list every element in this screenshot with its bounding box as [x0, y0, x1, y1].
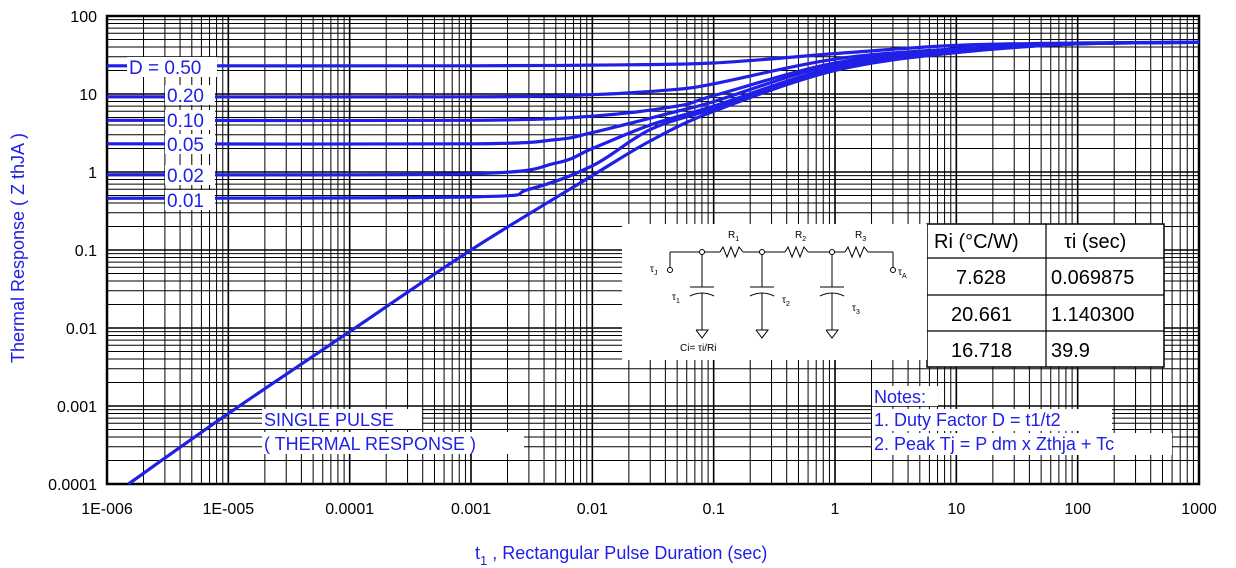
- x-tick-label: 1000: [1181, 501, 1217, 518]
- table-cell-r1c1: 1.140300: [1051, 304, 1134, 326]
- y-axis-label: Thermal Response ( Z thJA ): [8, 133, 28, 363]
- curve-series-1: [106, 40, 1200, 99]
- plot-frame: [105, 14, 1201, 486]
- table-cell-r0c1: 0.069875: [1051, 267, 1134, 289]
- single-pulse-annotation: SINGLE PULSE ( THERMAL RESPONSE ): [262, 409, 524, 454]
- x-tick-labels: 1E-006 1E-005 0.0001 0.001 0.01 0.1 1 10 100 1000: [81, 501, 1217, 518]
- x-tick-label: 1E-006: [81, 501, 133, 518]
- notes-annotation: Notes: 1. Duty Factor D = t1/t2 2. Peak …: [872, 386, 1172, 455]
- circuit-taua-label: τA: [898, 267, 907, 280]
- table-cell-r1c0: 20.661: [951, 304, 1012, 326]
- curve-label-d005: 0.05: [167, 135, 204, 156]
- table-cell-r0c0: 7.628: [956, 267, 1006, 289]
- y-tick-label: 0.01: [66, 321, 97, 338]
- curve-labels: D = 0.50 0.20 0.10 0.05 0.02 0.01: [127, 57, 217, 212]
- circuit-tau3-label: τ3: [852, 303, 860, 316]
- curve-label-d020: 0.20: [167, 86, 204, 107]
- rc-circuit-diagram: R1 R2 R3 τJ τA τ1 τ2 τ3 Ci= τi/Ri: [622, 224, 927, 360]
- table-cell-r2c0: 16.718: [951, 340, 1012, 362]
- curve-series-6: [127, 40, 1200, 486]
- circuit-r3-label: R3: [855, 230, 866, 243]
- note-2: 2. Peak Tj = P dm x Zthja + Tc: [874, 434, 1114, 454]
- single-pulse-line2: ( THERMAL RESPONSE ): [264, 434, 476, 454]
- x-tick-label: 0.001: [451, 501, 491, 518]
- x-tick-label: 1: [831, 501, 840, 518]
- x-tick-label: 0.0001: [325, 501, 374, 518]
- y-tick-label: 0.1: [75, 243, 97, 260]
- circuit-tau1-label: τ1: [672, 292, 680, 305]
- curve-series-2: [106, 40, 1200, 123]
- circuit-ci-formula: Ci= τi/Ri: [680, 343, 716, 354]
- y-tick-label: 100: [70, 9, 97, 26]
- curve-label-d002: 0.02: [167, 166, 204, 187]
- table-cell-r2c1: 39.9: [1051, 340, 1090, 362]
- curve-label-d001: 0.01: [167, 191, 204, 212]
- x-tick-label: 100: [1064, 501, 1091, 518]
- x-axis-label: t1 , Rectangular Pulse Duration (sec): [475, 543, 767, 568]
- x-tick-label: 1E-005: [203, 501, 255, 518]
- y-tick-label: 0.0001: [48, 477, 97, 494]
- y-tick-label: 0.001: [57, 399, 97, 416]
- circuit-r1-label: R1: [728, 230, 739, 243]
- curve-group: [106, 40, 1200, 486]
- x-tick-label: 0.01: [577, 501, 608, 518]
- circuit-tauj-label: τJ: [650, 264, 657, 277]
- single-pulse-line1: SINGLE PULSE: [264, 410, 394, 430]
- circuit-r2-label: R2: [795, 230, 806, 243]
- note-1: 1. Duty Factor D = t1/t2: [874, 410, 1061, 430]
- circuit-tau2-label: τ2: [782, 295, 790, 308]
- y-tick-labels: 0.0001 0.001 0.01 0.1 1 10 100: [48, 9, 97, 494]
- curve-label-d010: 0.10: [167, 111, 204, 132]
- x-tick-label: 0.1: [703, 501, 725, 518]
- rc-table: Ri (°C/W) τi (sec) 7.628 0.069875 20.661…: [926, 223, 1165, 368]
- curve-label-d050: D = 0.50: [129, 58, 201, 79]
- notes-title: Notes:: [874, 387, 926, 407]
- y-tick-label: 1: [88, 165, 97, 182]
- y-tick-label: 10: [79, 87, 97, 104]
- table-header-ri: Ri (°C/W): [934, 231, 1019, 253]
- x-tick-label: 10: [947, 501, 965, 518]
- table-header-tau: τi (sec): [1064, 231, 1126, 253]
